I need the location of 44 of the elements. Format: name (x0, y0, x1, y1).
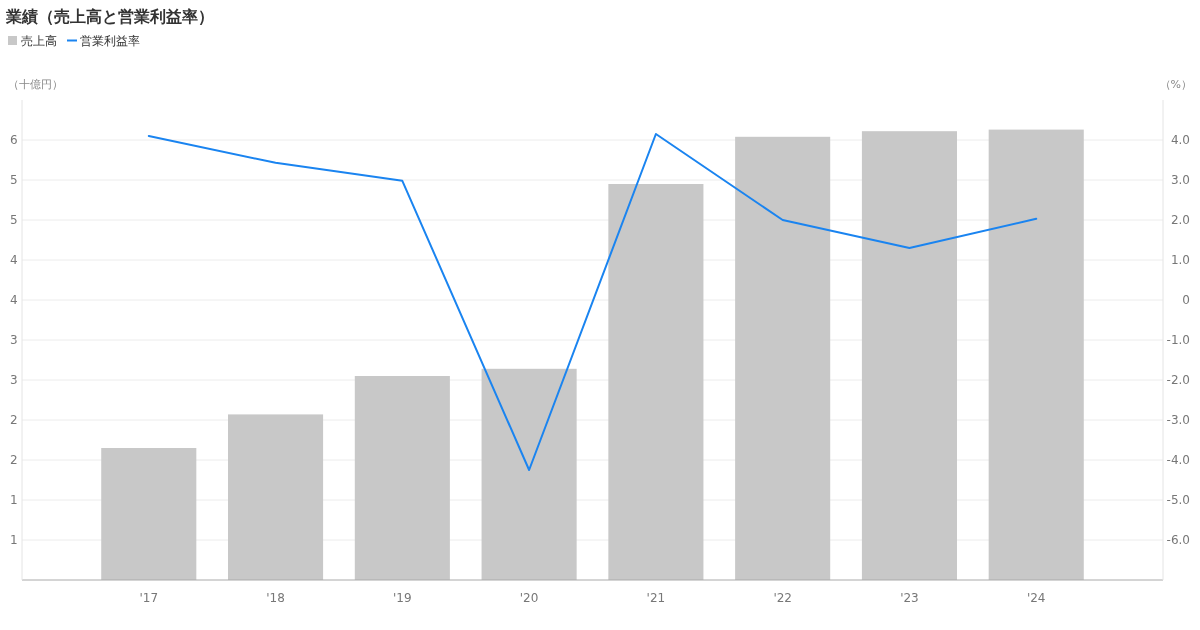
y-tick-label: 4 (10, 293, 18, 307)
y2-tick-label: 1.0 (1170, 253, 1190, 267)
bar (608, 184, 704, 580)
bar (481, 368, 577, 580)
bar (228, 414, 324, 580)
y2-tick-label: 0 (1182, 293, 1190, 307)
y-tick-label: 3 (10, 333, 18, 347)
y2-tick-label: -6.0 (1166, 533, 1190, 547)
y2-tick-label: -3.0 (1166, 413, 1190, 427)
x-tick-label: '24 (1026, 591, 1046, 605)
y-tick-label: 3 (10, 373, 18, 387)
y2-tick-label: -5.0 (1166, 493, 1190, 507)
x-tick-label: '20 (519, 591, 539, 605)
y-tick-label: 5 (10, 213, 18, 227)
y-tick-label: 4 (10, 253, 18, 267)
y2-tick-label: 4.0 (1170, 133, 1190, 147)
y-tick-label: 1 (10, 533, 18, 547)
y2-tick-label: -1.0 (1166, 333, 1190, 347)
bar (354, 376, 450, 580)
bar (735, 136, 831, 580)
x-tick-label: '18 (266, 591, 285, 605)
bar (101, 448, 197, 580)
bar (988, 129, 1084, 580)
line-series (147, 133, 1038, 471)
x-tick-label: '23 (900, 591, 919, 605)
x-tick-label: '22 (773, 591, 792, 605)
y2-axis-title: （%） (1159, 78, 1192, 91)
x-tick-label: '19 (393, 591, 412, 605)
y-tick-label: 2 (10, 453, 18, 467)
chart-title: 業績（売上高と営業利益率） (5, 7, 214, 26)
y2-tick-label: 2.0 (1170, 213, 1190, 227)
x-tick-label: '21 (646, 591, 666, 605)
y2-tick-label: -4.0 (1166, 453, 1190, 467)
y-tick-label: 5 (10, 173, 18, 187)
x-tick-label: '17 (139, 591, 159, 605)
y2-tick-label: -2.0 (1166, 373, 1190, 387)
y-tick-label: 1 (10, 493, 18, 507)
y-tick-label: 6 (10, 133, 18, 147)
y2-tick-label: 3.0 (1170, 173, 1190, 187)
legend-label: 営業利益率 (80, 34, 140, 48)
y-tick-label: 2 (10, 413, 18, 427)
y-axis-title: （十億円） (8, 78, 63, 91)
bar (861, 131, 957, 580)
legend-label: 売上高 (21, 34, 57, 48)
